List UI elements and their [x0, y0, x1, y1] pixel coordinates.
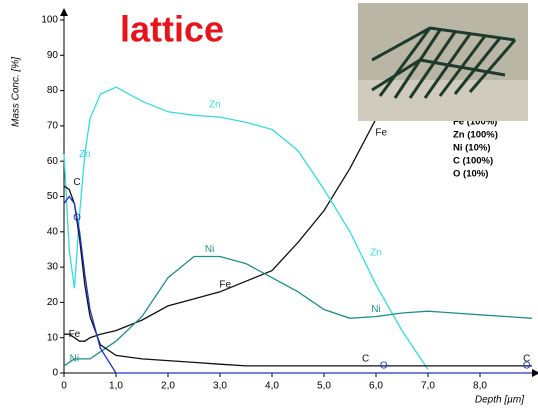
- x-tick-label: 2,0: [161, 381, 175, 392]
- y-tick-label: 100: [41, 15, 58, 26]
- x-axis-arrow: [532, 369, 538, 377]
- series-line: [64, 119, 376, 341]
- curve-label: Fe: [219, 279, 231, 290]
- curve-label: Fe: [375, 128, 387, 139]
- curve-label: C: [73, 177, 80, 188]
- legend-entry: O (10%): [453, 169, 488, 180]
- x-axis-label: Depth [µm]: [475, 395, 524, 406]
- x-tick-label: 1,0: [109, 381, 123, 392]
- curve-label: O: [73, 212, 81, 223]
- curve-label: C: [362, 354, 369, 365]
- curve-label: Ni: [205, 244, 214, 255]
- curve-label: Zn: [209, 99, 221, 110]
- curve-label: Ni: [371, 304, 380, 315]
- y-tick-label: 80: [47, 85, 59, 96]
- x-tick-label: 3,0: [213, 381, 227, 392]
- x-tick-label: 6,0: [369, 381, 383, 392]
- y-tick-label: 50: [47, 191, 59, 202]
- series-line: [64, 87, 428, 369]
- chart-title: lattice: [120, 9, 224, 50]
- y-axis-label: Mass Conc. [%]: [11, 57, 22, 127]
- y-axis-arrow: [60, 8, 68, 16]
- curve-label: Zn: [79, 149, 91, 160]
- y-tick-label: 30: [47, 262, 59, 273]
- photo-floor: [358, 80, 528, 121]
- series-line: [64, 257, 532, 366]
- y-tick-label: 40: [47, 226, 59, 237]
- y-tick-label: 0: [52, 368, 58, 379]
- curve-label: Fe: [69, 329, 81, 340]
- chart: lattice Mass Conc. [%] Depth [µm] 0 10 20 3…: [0, 0, 538, 414]
- y-tick-label: 60: [47, 156, 59, 167]
- curve-label: O: [523, 361, 531, 372]
- x-tick-label: 5,0: [317, 381, 331, 392]
- legend-entry: C (100%): [453, 156, 493, 167]
- curve-label: Ni: [70, 354, 79, 365]
- series-line: [64, 197, 532, 374]
- x-tick-label: 4,0: [265, 381, 279, 392]
- series-line: [64, 186, 532, 366]
- curve-label: Zn: [370, 248, 382, 259]
- legend-entry: Ni (10%): [453, 143, 490, 154]
- legend-entry: Zn (100%): [453, 130, 498, 141]
- x-tick-label: 0: [61, 381, 67, 392]
- y-tick-label: 20: [47, 297, 59, 308]
- x-tick-label: 7,0: [421, 381, 435, 392]
- curve-label: O: [380, 361, 388, 372]
- y-tick-label: 10: [47, 332, 59, 343]
- y-tick-label: 70: [47, 121, 59, 132]
- x-tick-label: 8,0: [473, 381, 487, 392]
- photo: [358, 3, 528, 121]
- y-tick-label: 90: [47, 50, 59, 61]
